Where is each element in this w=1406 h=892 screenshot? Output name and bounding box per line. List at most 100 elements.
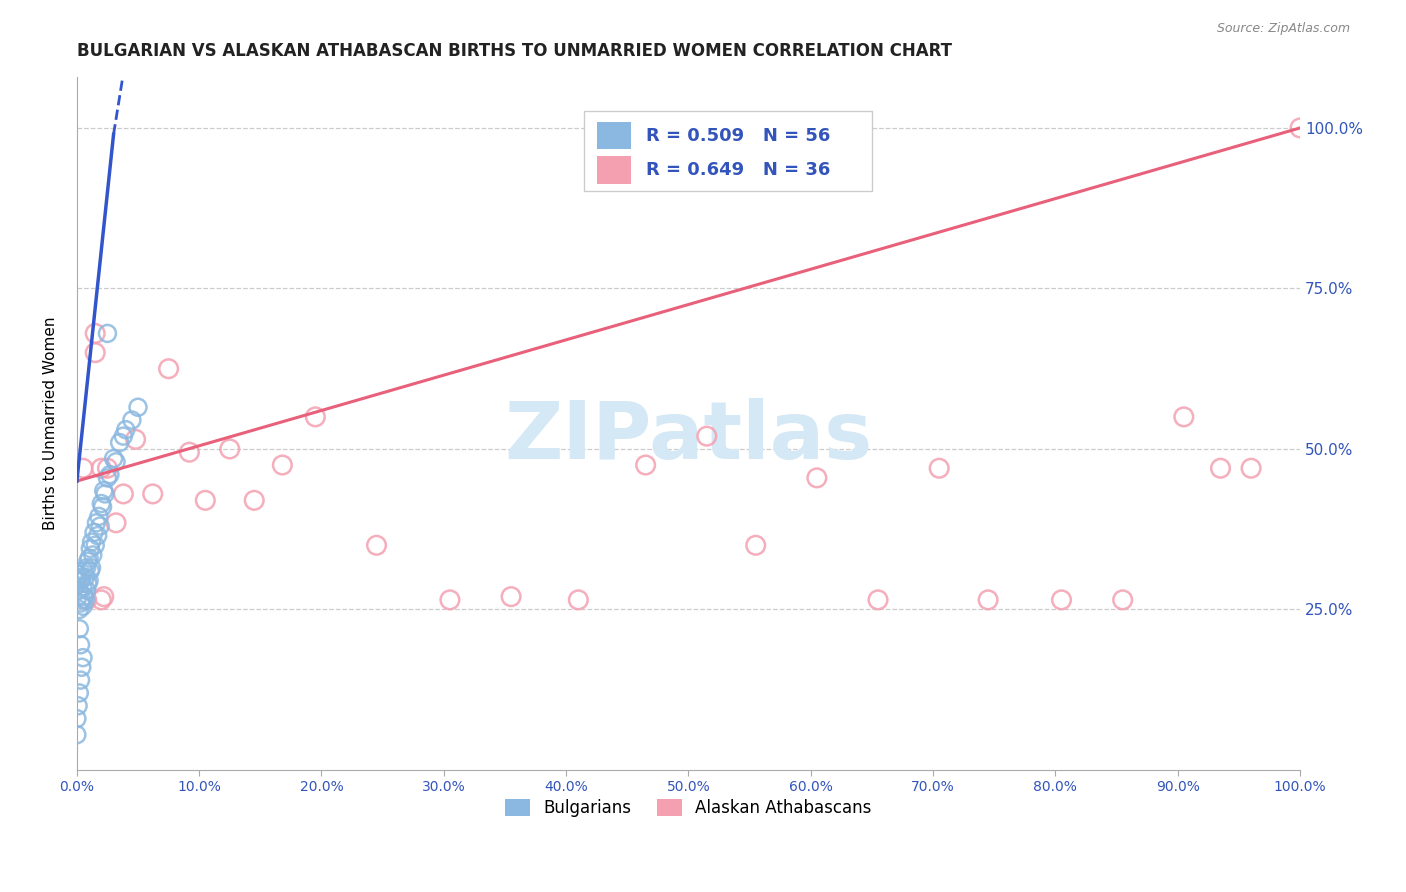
Point (1111, 592, 1133, 607)
Point (96, 471, 118, 485)
Point (1240, 461, 1263, 475)
Point (928, 461, 950, 475)
Point (69, 673, 91, 687)
Point (91, 500, 114, 514)
Point (67, 567, 90, 582)
Point (72, 650, 94, 665)
Point (69, 638, 91, 652)
FancyBboxPatch shape (596, 156, 631, 184)
Point (806, 471, 828, 485)
Point (304, 409, 326, 424)
Point (69, 596, 91, 610)
Point (124, 433, 146, 447)
Point (696, 429, 718, 443)
Point (75, 570, 97, 584)
Point (105, 455, 128, 469)
Point (73, 590, 96, 604)
Point (72, 580, 94, 594)
Point (82, 548, 104, 562)
Point (66, 574, 89, 588)
Point (80, 560, 103, 574)
Text: BULGARIAN VS ALASKAN ATHABASCAN BIRTHS TO UNMARRIED WOMEN CORRELATION CHART: BULGARIAN VS ALASKAN ATHABASCAN BIRTHS T… (77, 42, 952, 60)
Point (84, 345, 107, 359)
Point (103, 451, 125, 466)
Y-axis label: Births to Unmarried Women: Births to Unmarried Women (44, 317, 58, 530)
Point (70, 660, 93, 674)
Point (96, 461, 118, 475)
Point (90, 497, 112, 511)
Text: R = 0.649   N = 36: R = 0.649 N = 36 (645, 161, 830, 179)
Point (1173, 409, 1195, 424)
Point (67, 686, 90, 700)
Point (93, 483, 115, 498)
Point (79, 564, 101, 578)
Point (501, 590, 523, 604)
Point (1209, 461, 1232, 475)
Point (179, 445, 201, 459)
Point (67, 698, 90, 713)
Point (1289, 120, 1312, 135)
Point (77, 554, 100, 568)
Point (634, 458, 657, 472)
Point (67, 602, 90, 616)
Point (73, 564, 96, 578)
Point (77, 551, 100, 566)
Point (70, 570, 93, 584)
Point (121, 413, 143, 427)
Point (93, 590, 115, 604)
Point (86, 529, 108, 543)
Point (114, 423, 136, 437)
Point (80, 535, 103, 549)
Point (866, 592, 889, 607)
Point (84, 326, 107, 341)
Point (366, 538, 388, 552)
Point (738, 120, 761, 135)
Point (67, 622, 90, 636)
FancyBboxPatch shape (596, 121, 631, 149)
Point (567, 592, 589, 607)
Point (90, 592, 112, 607)
Point (157, 361, 180, 376)
Point (76, 583, 98, 598)
Text: ZIPatlas: ZIPatlas (505, 398, 873, 476)
Point (108, 435, 131, 450)
Point (84, 538, 107, 552)
Point (89, 519, 111, 533)
Point (69, 574, 91, 588)
Point (194, 493, 217, 508)
Point (98, 467, 121, 482)
Point (72, 599, 94, 614)
Point (77, 574, 100, 588)
Point (94, 487, 117, 501)
Point (87, 509, 110, 524)
Point (79, 541, 101, 556)
Point (112, 429, 135, 443)
Point (77, 576, 100, 591)
Point (75, 592, 97, 607)
Text: R = 0.509   N = 56: R = 0.509 N = 56 (645, 127, 830, 145)
Point (142, 487, 165, 501)
Text: Source: ZipAtlas.com: Source: ZipAtlas.com (1216, 22, 1350, 36)
Point (67, 583, 90, 598)
Point (105, 516, 128, 530)
Legend: Bulgarians, Alaskan Athabascans: Bulgarians, Alaskan Athabascans (499, 793, 879, 824)
Point (86, 516, 108, 530)
Point (76, 592, 98, 607)
Point (977, 592, 1000, 607)
Point (83, 525, 105, 540)
Point (744, 538, 766, 552)
Point (72, 461, 94, 475)
Point (66, 712, 89, 726)
Point (67, 590, 90, 604)
Point (70, 592, 93, 607)
Point (271, 458, 294, 472)
Point (96, 326, 118, 341)
Point (1050, 592, 1073, 607)
Point (66, 728, 89, 742)
Point (127, 401, 149, 415)
Point (112, 487, 135, 501)
Point (76, 560, 98, 574)
FancyBboxPatch shape (585, 112, 872, 191)
Point (90, 461, 112, 475)
Point (243, 493, 266, 508)
